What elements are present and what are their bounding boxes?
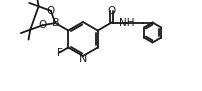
Text: O: O xyxy=(38,20,47,30)
Text: B: B xyxy=(52,18,59,28)
Text: O: O xyxy=(47,6,55,16)
Text: NH: NH xyxy=(119,17,134,27)
Text: N: N xyxy=(79,54,87,64)
Text: F: F xyxy=(57,48,63,58)
Text: O: O xyxy=(107,5,116,15)
